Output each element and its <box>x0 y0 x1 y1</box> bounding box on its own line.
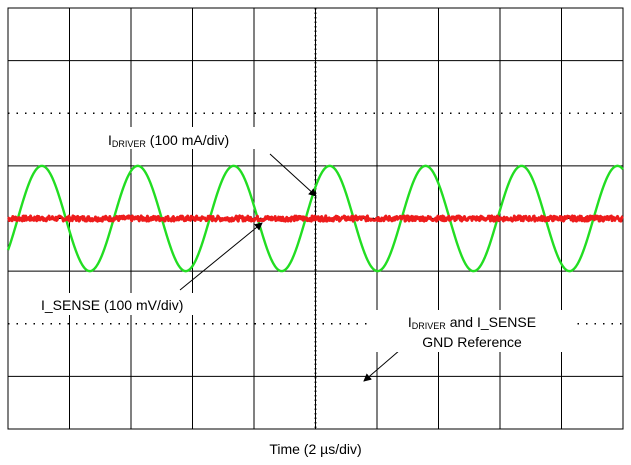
traces <box>6 164 624 273</box>
isense-label: I_SENSE (100 mV/div) <box>41 297 183 313</box>
x-axis-label: Time (2 µs/div) <box>269 441 362 457</box>
idriver-label-bg <box>102 127 277 149</box>
idriver-label: IDRIVER (100 mA/div) <box>108 132 229 149</box>
gnd-label-line1: IDRIVER and I_SENSE <box>408 314 536 331</box>
isense-label-bg <box>36 293 236 315</box>
isense-trace <box>7 214 624 223</box>
isense-arrow <box>179 222 263 291</box>
idriver-trace <box>6 164 624 273</box>
gnd-arrow <box>363 349 401 382</box>
annotations: IDRIVER (100 mA/div) I_SENSE (100 mV/div… <box>36 127 572 382</box>
idriver-arrow <box>269 153 317 197</box>
gnd-label-bg <box>372 310 572 352</box>
gnd-label-line2: GND Reference <box>422 334 522 350</box>
